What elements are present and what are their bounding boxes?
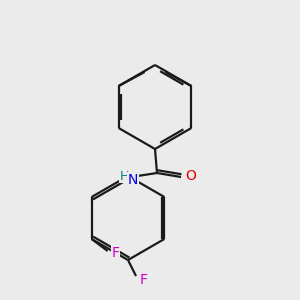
Text: F: F	[140, 273, 148, 287]
Text: H: H	[119, 169, 129, 182]
Text: O: O	[186, 169, 196, 183]
Text: N: N	[128, 173, 138, 187]
Text: F: F	[112, 246, 120, 260]
